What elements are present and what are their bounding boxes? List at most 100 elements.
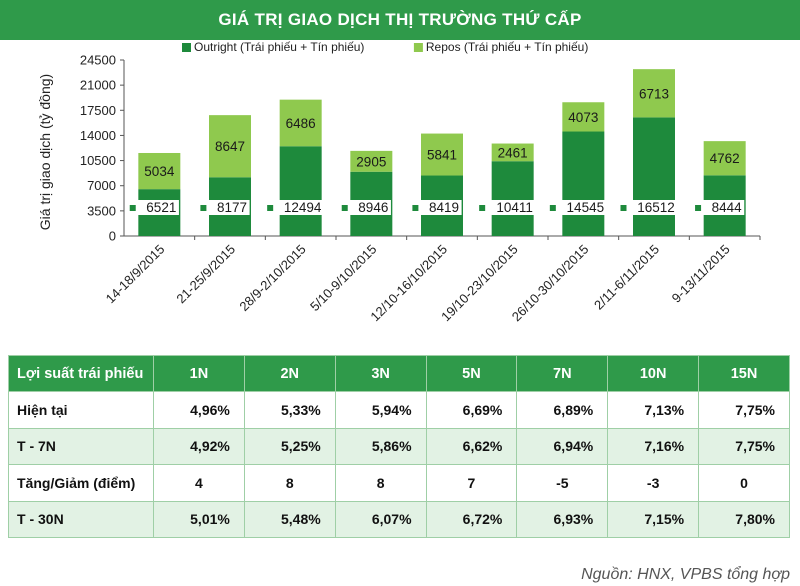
data-label-repos: 6713 [639, 86, 669, 101]
data-label-repos: 2461 [498, 145, 528, 160]
table-cell: 6,69% [425, 391, 518, 429]
data-marker [412, 205, 419, 211]
bar-repos [703, 141, 746, 176]
table-cell: 6,89% [516, 391, 609, 429]
data-label-outright: 8177 [217, 200, 247, 215]
y-tick-label: 24500 [80, 53, 116, 68]
table-cell: 6,94% [516, 427, 609, 466]
y-axis-title: Giá trị giao dịch (tỷ đồng) [37, 74, 53, 230]
source-note: Nguồn: HNX, VPBS tổng hợp [581, 566, 790, 583]
bar-outright [279, 146, 322, 236]
table-cell: 5,01% [153, 500, 245, 538]
row-label: Tăng/Giảm (điểm) [8, 464, 154, 502]
bar-repos [279, 99, 322, 147]
row-label: T - 7N [8, 427, 154, 466]
row-label: T - 30N [8, 500, 154, 538]
data-label-bg [555, 200, 607, 215]
y-tick-label: 14000 [80, 128, 116, 143]
x-tick-label: 14-18/9/2015 [103, 242, 168, 307]
table-cell: 5,94% [334, 391, 427, 429]
table-cell: 4,92% [153, 427, 245, 466]
data-marker [200, 205, 207, 211]
data-label-outright: 6521 [146, 200, 176, 215]
data-label-repos: 5034 [144, 164, 175, 179]
table-cell: 6,72% [425, 500, 518, 538]
table-row: T - 7N 4,92% 5,25% 5,86% 6,62% 6,94% 7,1… [8, 427, 790, 466]
y-tick-label: 3500 [87, 203, 116, 218]
data-label-outright: 10411 [496, 200, 533, 215]
x-tick-label: 2/11-6/11/2015 [591, 242, 662, 313]
table-header-cell: 15N [698, 354, 790, 393]
chart-title: GIÁ TRỊ GIAO DỊCH THỊ TRƯỜNG THỨ CẤP [0, 0, 800, 40]
data-label-repos: 8647 [215, 139, 245, 154]
table-row: Tăng/Giảm (điểm) 4 8 8 7 -5 -3 0 [8, 464, 790, 502]
table-cell: 6,93% [516, 500, 609, 538]
data-label-outright: 8946 [358, 200, 388, 215]
data-marker [695, 205, 702, 211]
legend-swatch [182, 43, 191, 52]
data-label-bg [135, 200, 179, 215]
table-row: T - 30N 5,01% 5,48% 6,07% 6,72% 6,93% 7,… [8, 500, 790, 538]
table-header-cell: 2N [243, 354, 336, 393]
table-header-row: Lợi suất trái phiếu 1N 2N 3N 5N 7N 10N 1… [8, 354, 790, 393]
table-cell: 0 [698, 464, 790, 502]
bar-outright [633, 117, 675, 236]
bar-repos [350, 150, 393, 172]
legend-label: Outright (Trái phiếu + Tín phiếu) [194, 40, 364, 54]
legend-label: Repos (Trái phiếu + Tín phiếu) [426, 40, 588, 54]
y-tick-label: 17500 [80, 103, 116, 118]
bar-repos [138, 152, 181, 190]
table-cell: 7,13% [607, 391, 700, 429]
data-label-bg [418, 200, 462, 215]
data-marker [549, 205, 556, 211]
data-label-repos: 4073 [568, 110, 598, 125]
table-cell: 7,75% [698, 427, 790, 466]
table-cell: 8 [334, 464, 427, 502]
y-tick-label: 21000 [80, 78, 116, 93]
table-header-cell: 1N [153, 354, 245, 393]
data-label-repos: 2905 [356, 154, 386, 169]
table-cell: 7 [425, 464, 518, 502]
legend-swatch [413, 43, 423, 52]
table-cell: 7,75% [698, 391, 790, 429]
table-cell: 5,86% [334, 427, 427, 466]
table-cell: 6,07% [334, 500, 427, 538]
table-header-cell: 5N [425, 354, 518, 393]
table-cell: 7,80% [698, 500, 790, 538]
bar-repos [491, 143, 534, 162]
data-label-bg [273, 200, 325, 215]
table-header-cell: 3N [334, 354, 427, 393]
data-label-bg [347, 200, 391, 215]
data-marker [479, 205, 486, 211]
chart-section: GIÁ TRỊ GIAO DỊCH THỊ TRƯỜNG THỨ CẤP Out… [0, 0, 800, 325]
y-tick-label: 10500 [80, 153, 116, 168]
data-label-outright: 14545 [567, 200, 605, 215]
bar-outright [491, 161, 534, 236]
x-tick-label: 26/10-30/10/2015 [509, 242, 592, 325]
bar-repos [421, 133, 463, 176]
table-cell: -3 [607, 464, 700, 502]
x-tick-label: 5/10-9/10/2015 [307, 242, 379, 314]
table-cell: 6,62% [425, 427, 518, 466]
data-label-outright: 12494 [284, 200, 322, 215]
data-label-repos: 4762 [710, 151, 740, 166]
row-label: Hiện tại [8, 391, 154, 429]
data-label-repos: 6486 [286, 116, 316, 131]
table-cell: 4,96% [153, 391, 245, 429]
table-row: Hiện tại 4,96% 5,33% 5,94% 6,69% 6,89% 7… [8, 391, 790, 429]
data-marker [341, 205, 348, 211]
x-tick-label: 28/9-2/10/2015 [236, 242, 308, 314]
data-label-repos: 5841 [427, 148, 457, 163]
table-cell: -5 [516, 464, 609, 502]
data-label-outright: 16512 [637, 200, 675, 215]
data-marker [267, 205, 274, 211]
data-label-bg [206, 200, 250, 215]
bar-repos [633, 69, 675, 118]
table-header-cell: 10N [607, 354, 700, 393]
bond-yield-table: Lợi suất trái phiếu 1N 2N 3N 5N 7N 10N 1… [8, 354, 790, 538]
y-tick-label: 7000 [87, 178, 116, 193]
x-tick-label: 19/10-23/10/2015 [438, 242, 521, 325]
table-cell: 7,15% [607, 500, 700, 538]
table-cell: 8 [243, 464, 336, 502]
table-cell: 5,25% [243, 427, 336, 466]
